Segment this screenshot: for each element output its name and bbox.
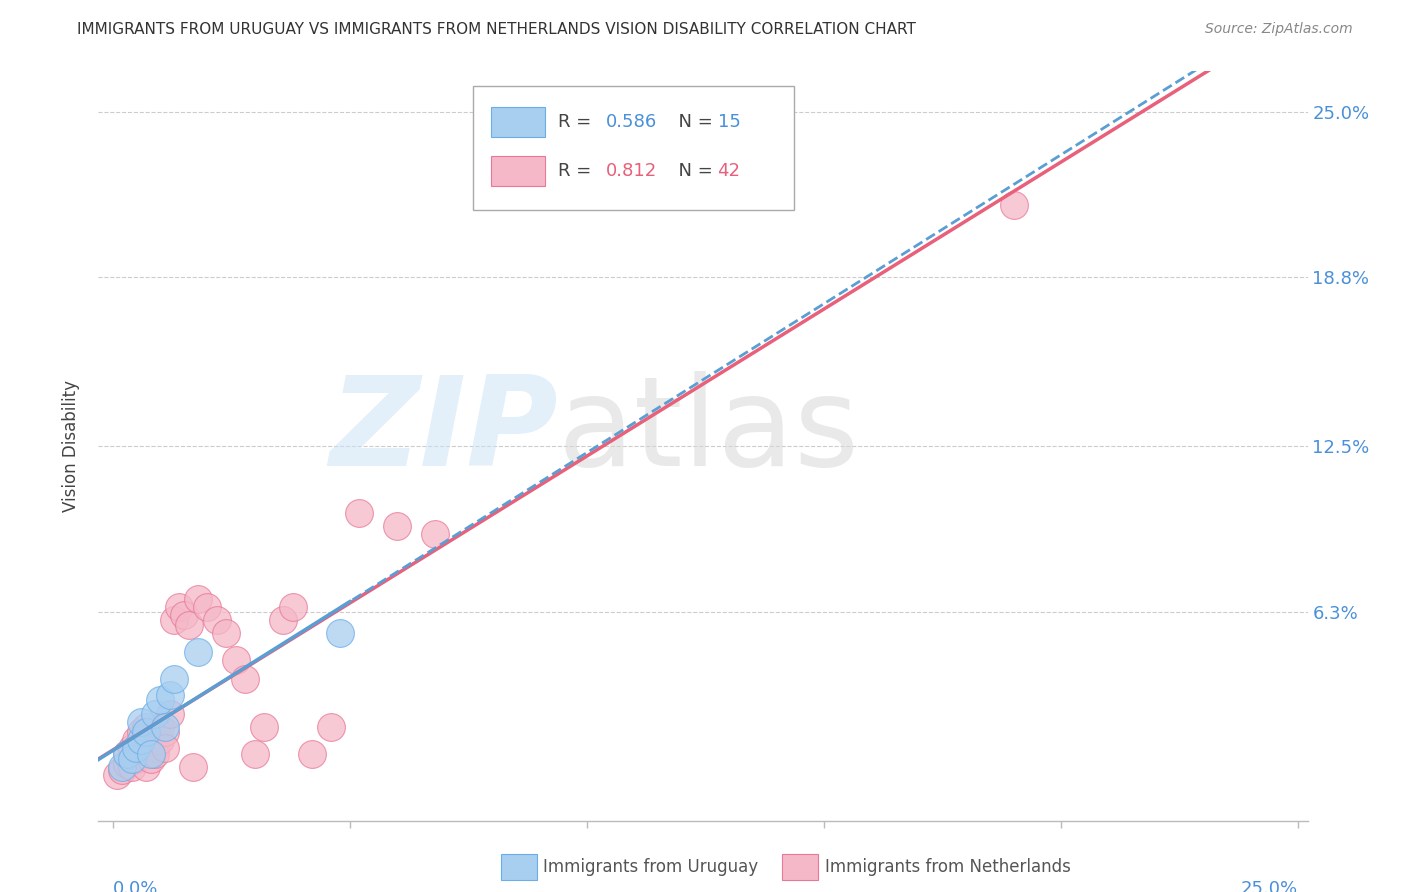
- Point: [205, 613, 228, 627]
- Text: 42: 42: [717, 162, 741, 180]
- Point: [1002, 198, 1025, 212]
- Point: [125, 752, 148, 766]
- Y-axis label: Vision Disability: Vision Disability: [62, 380, 80, 512]
- Point: [159, 706, 181, 721]
- Text: atlas: atlas: [558, 370, 860, 491]
- Point: [121, 752, 143, 766]
- Point: [197, 599, 219, 614]
- Text: IMMIGRANTS FROM URUGUAY VS IMMIGRANTS FROM NETHERLANDS VISION DISABILITY CORRELA: IMMIGRANTS FROM URUGUAY VS IMMIGRANTS FR…: [77, 22, 917, 37]
- Point: [225, 653, 247, 667]
- Text: R =: R =: [558, 162, 598, 180]
- Point: [243, 747, 266, 761]
- Point: [153, 720, 176, 734]
- FancyBboxPatch shape: [492, 156, 544, 186]
- Point: [105, 768, 128, 782]
- FancyBboxPatch shape: [474, 87, 793, 210]
- Point: [135, 760, 157, 774]
- Text: R =: R =: [558, 112, 598, 130]
- Point: [115, 757, 138, 772]
- Point: [125, 741, 148, 756]
- Text: Source: ZipAtlas.com: Source: ZipAtlas.com: [1205, 22, 1353, 37]
- Point: [423, 527, 446, 541]
- Point: [129, 725, 152, 739]
- Point: [149, 693, 172, 707]
- Text: 25.0%: 25.0%: [1241, 880, 1298, 892]
- Text: 0.0%: 0.0%: [112, 880, 157, 892]
- Point: [173, 607, 195, 622]
- Point: [135, 725, 157, 739]
- Point: [273, 613, 295, 627]
- Point: [121, 760, 143, 774]
- Point: [187, 645, 209, 659]
- Point: [111, 763, 134, 777]
- Point: [177, 618, 200, 632]
- FancyBboxPatch shape: [492, 106, 544, 136]
- Point: [125, 733, 148, 747]
- Point: [167, 599, 190, 614]
- Point: [253, 720, 276, 734]
- Point: [143, 706, 166, 721]
- Point: [121, 741, 143, 756]
- Point: [143, 741, 166, 756]
- Text: ZIP: ZIP: [329, 370, 558, 491]
- Point: [129, 733, 152, 747]
- Text: N =: N =: [666, 162, 718, 180]
- Point: [115, 747, 138, 761]
- Point: [153, 725, 176, 739]
- Point: [329, 626, 352, 640]
- Point: [149, 733, 172, 747]
- Point: [281, 599, 304, 614]
- Point: [187, 591, 209, 606]
- Point: [159, 688, 181, 702]
- Point: [385, 519, 408, 533]
- Point: [111, 760, 134, 774]
- Text: N =: N =: [666, 112, 718, 130]
- Point: [181, 760, 204, 774]
- Point: [301, 747, 323, 761]
- Point: [139, 733, 162, 747]
- Point: [149, 720, 172, 734]
- Text: 0.586: 0.586: [606, 112, 658, 130]
- Text: Immigrants from Uruguay: Immigrants from Uruguay: [543, 858, 758, 876]
- Point: [319, 720, 342, 734]
- Text: 15: 15: [717, 112, 741, 130]
- Point: [163, 672, 186, 686]
- Point: [163, 613, 186, 627]
- Point: [129, 714, 152, 729]
- Point: [215, 626, 238, 640]
- Text: Immigrants from Netherlands: Immigrants from Netherlands: [825, 858, 1071, 876]
- Point: [347, 506, 370, 520]
- Text: 0.812: 0.812: [606, 162, 658, 180]
- Point: [135, 720, 157, 734]
- Point: [115, 747, 138, 761]
- Point: [139, 752, 162, 766]
- Point: [129, 747, 152, 761]
- Point: [139, 747, 162, 761]
- Point: [143, 747, 166, 761]
- Point: [235, 672, 257, 686]
- Point: [153, 741, 176, 756]
